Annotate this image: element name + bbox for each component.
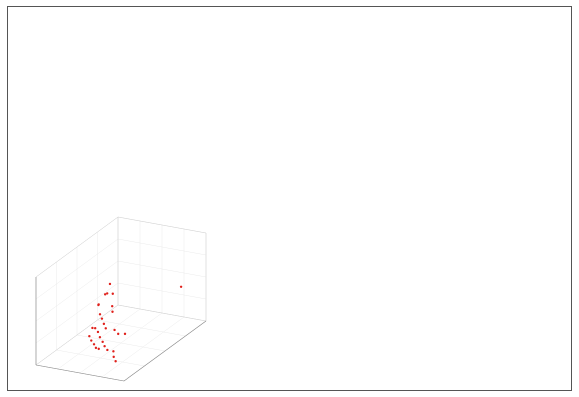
data-point [101,340,104,344]
plot-area [8,7,571,390]
grid-line-floor-y [101,316,185,378]
data-point [114,360,117,363]
data-point [104,327,107,330]
data-point [92,343,96,346]
data-point [94,346,98,350]
data-point [103,293,107,296]
data-point [111,292,114,295]
data-point [179,285,183,288]
data-point [117,332,120,336]
data-point [97,347,100,351]
data-point [113,328,116,332]
data-point [106,348,109,352]
data-point [100,317,104,320]
y-axis-line [123,320,207,382]
data-point [111,310,114,313]
data-point [90,339,93,342]
x-axis-line [35,364,125,382]
data-point [112,350,115,353]
data-point [97,303,100,307]
3d-scatter-plot [35,216,207,382]
axes-box-edge [35,216,119,278]
data-point [91,326,94,330]
figure-window [7,6,572,391]
data-point [88,334,91,338]
grid-line-floor-y [79,312,163,374]
grid-line-side-z [35,238,119,300]
axes-box-edge [117,304,207,322]
data-point [98,336,102,339]
data-point [98,313,102,316]
axes-box-edge [117,216,207,234]
data-point [111,305,114,308]
axes-box-edge [35,304,119,366]
grid-line-side-z [35,260,119,322]
grid-line-floor-x [97,319,186,337]
data-point [123,332,127,336]
grid-line-back-z [117,238,207,256]
data-point [102,322,106,326]
data-point [103,345,106,348]
data-point [112,355,115,359]
data-point [96,330,100,334]
data-point [108,282,112,286]
data-point [94,327,97,330]
data-point [106,292,109,295]
